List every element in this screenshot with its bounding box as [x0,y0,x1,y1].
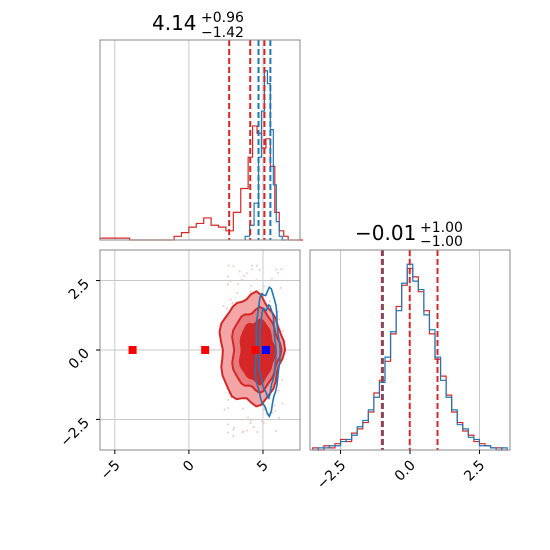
scatter-point [246,429,249,432]
scatter-point [258,268,261,271]
blue-contour-level [258,303,277,400]
scatter-point [273,404,276,407]
scatter-point [262,421,265,424]
scatter-point [281,379,284,382]
scatter-point [280,268,283,271]
scatter-point [256,430,259,433]
title-param2-lower: −1.00 [420,234,463,250]
scatter-point [232,428,235,431]
scatter-point [250,268,253,271]
scatter-point [262,408,265,411]
title-param1-main: 4.14 [152,11,197,35]
scatter-point [263,285,266,288]
scatter-point [231,302,234,305]
scatter-point [238,270,241,273]
scatter-point [281,402,284,405]
scatter-point [275,268,278,271]
scatter-point [236,292,239,295]
scatter-point [222,304,225,307]
scatter-point [226,275,229,278]
scatter-point [274,430,277,433]
histogram-step-series [244,70,287,241]
point-marker [201,346,210,354]
scatter-point [247,416,250,419]
scatter-point [249,290,252,293]
histogram-step-series [312,263,508,451]
scatter-point [241,407,244,410]
scatter-point [268,300,271,303]
x-tick-label: −5 [98,458,124,484]
scatter-point [229,280,232,283]
y-tick-label: 2.5 [66,276,93,303]
scatter-point [227,431,230,434]
scatter-point [274,410,277,413]
scatter-point [232,265,235,268]
panel-frame [99,39,301,241]
scatter-point [245,272,248,275]
title-param1-lower: −1.42 [201,25,244,41]
point-marker [251,346,260,354]
contour-scatter-panel: −5 0 5 2.5 0.0 −2.5 [57,249,301,484]
marginal-histogram-param2: −0.01 +1.00 −1.00 −2.5 0.0 2.5 [309,220,511,493]
scatter-point [279,286,282,289]
scatter-point [232,434,235,437]
scatter-point [252,426,255,429]
x-tick-label: 5 [254,458,272,476]
x-tick-label: −2.5 [314,458,349,493]
scatter-point [249,422,252,425]
scatter-point [240,278,243,281]
scatter-point [227,398,230,401]
scatter-point [223,408,226,411]
scatter-point [277,417,280,420]
x-tick-label: 2.5 [461,458,488,485]
scatter-point [227,407,230,410]
scatter-point [226,283,229,286]
scatter-point [227,264,230,267]
histogram-step-series [99,125,303,241]
point-marker [261,346,270,354]
scatter-point [250,284,253,287]
scatter-point [249,419,252,422]
y-tick-label: −2.5 [57,415,92,450]
scatter-point [255,264,258,267]
scatter-point [225,307,228,310]
title-param1-upper: +0.96 [201,10,244,26]
x-tick-label: 0.0 [392,458,419,485]
scatter-point [260,420,263,423]
x-tick-label: 0 [180,458,198,476]
scatter-point [281,330,284,333]
scatter-point [242,274,245,277]
scatter-point [242,430,245,433]
point-marker [128,346,137,354]
scatter-point [229,298,232,301]
scatter-point [251,264,254,267]
y-tick-label: 0.0 [66,346,93,373]
title-param2-main: −0.01 [355,221,416,245]
scatter-point [236,282,239,285]
title-param2-upper: +1.00 [420,220,463,236]
scatter-point [277,271,280,274]
scatter-point [232,426,235,429]
marginal-histogram-param1: 4.14 +0.96 −1.42 [99,10,303,241]
scatter-point [278,318,281,321]
scatter-point [277,389,280,392]
scatter-point [255,279,258,282]
scatter-point [270,277,273,280]
scatter-point [227,423,230,426]
